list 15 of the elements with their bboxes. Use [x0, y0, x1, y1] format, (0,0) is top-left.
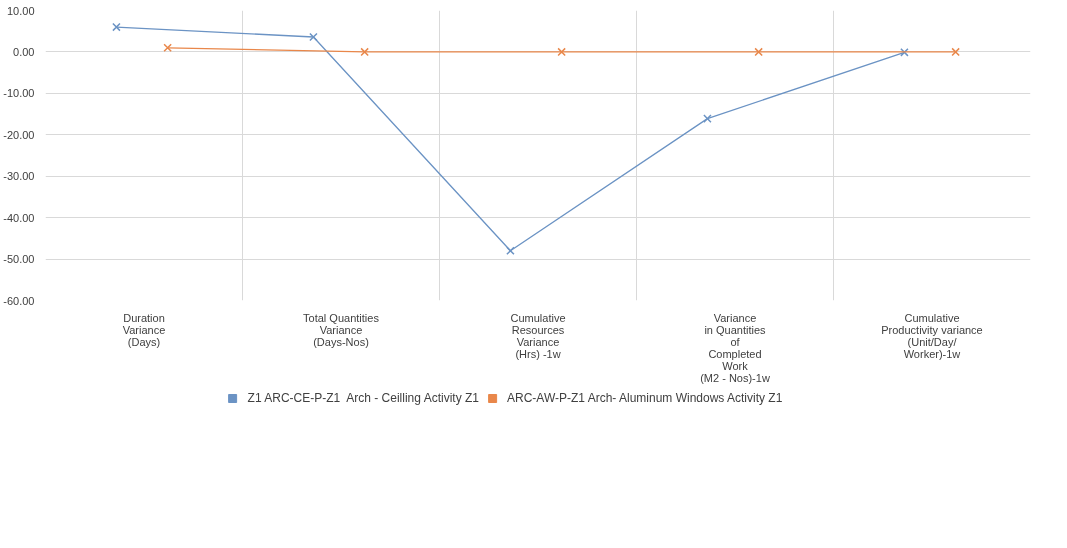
y-tick-label: -60.00 [3, 294, 35, 307]
legend-label: ARC-AW-P-Z1 Arch- Aluminum Windows Activity Z1 [506, 391, 783, 405]
y-tick-label: -40.00 [3, 211, 35, 224]
y-tick-label: -20.00 [3, 128, 35, 141]
x-tick-label: Duration Variance (Days) [122, 311, 166, 348]
x-tick-label: Cumulative Productivity variance (Unit/Day/ Worker)-1w [881, 311, 983, 360]
y-tick-label: -50.00 [3, 253, 35, 266]
y-tick-label: -10.00 [3, 87, 35, 100]
x-tick-label: Total Quantities Variance (Days-Nos) [303, 311, 380, 348]
y-tick-label: -30.00 [3, 170, 35, 183]
y-tick-label: 0.00 [13, 45, 35, 58]
legend-label: Z1 ARC-CE-P-Z1 Arch - Ceilling Activity Z1 [247, 391, 479, 405]
x-tick-label: Variance in Quantities of Completed Work (M2 - Nos)-1w [700, 311, 770, 384]
x-tick-label: Cumulative Resources Variance (Hrs) -1w [510, 311, 566, 360]
y-tick-label: 10.00 [6, 4, 35, 17]
